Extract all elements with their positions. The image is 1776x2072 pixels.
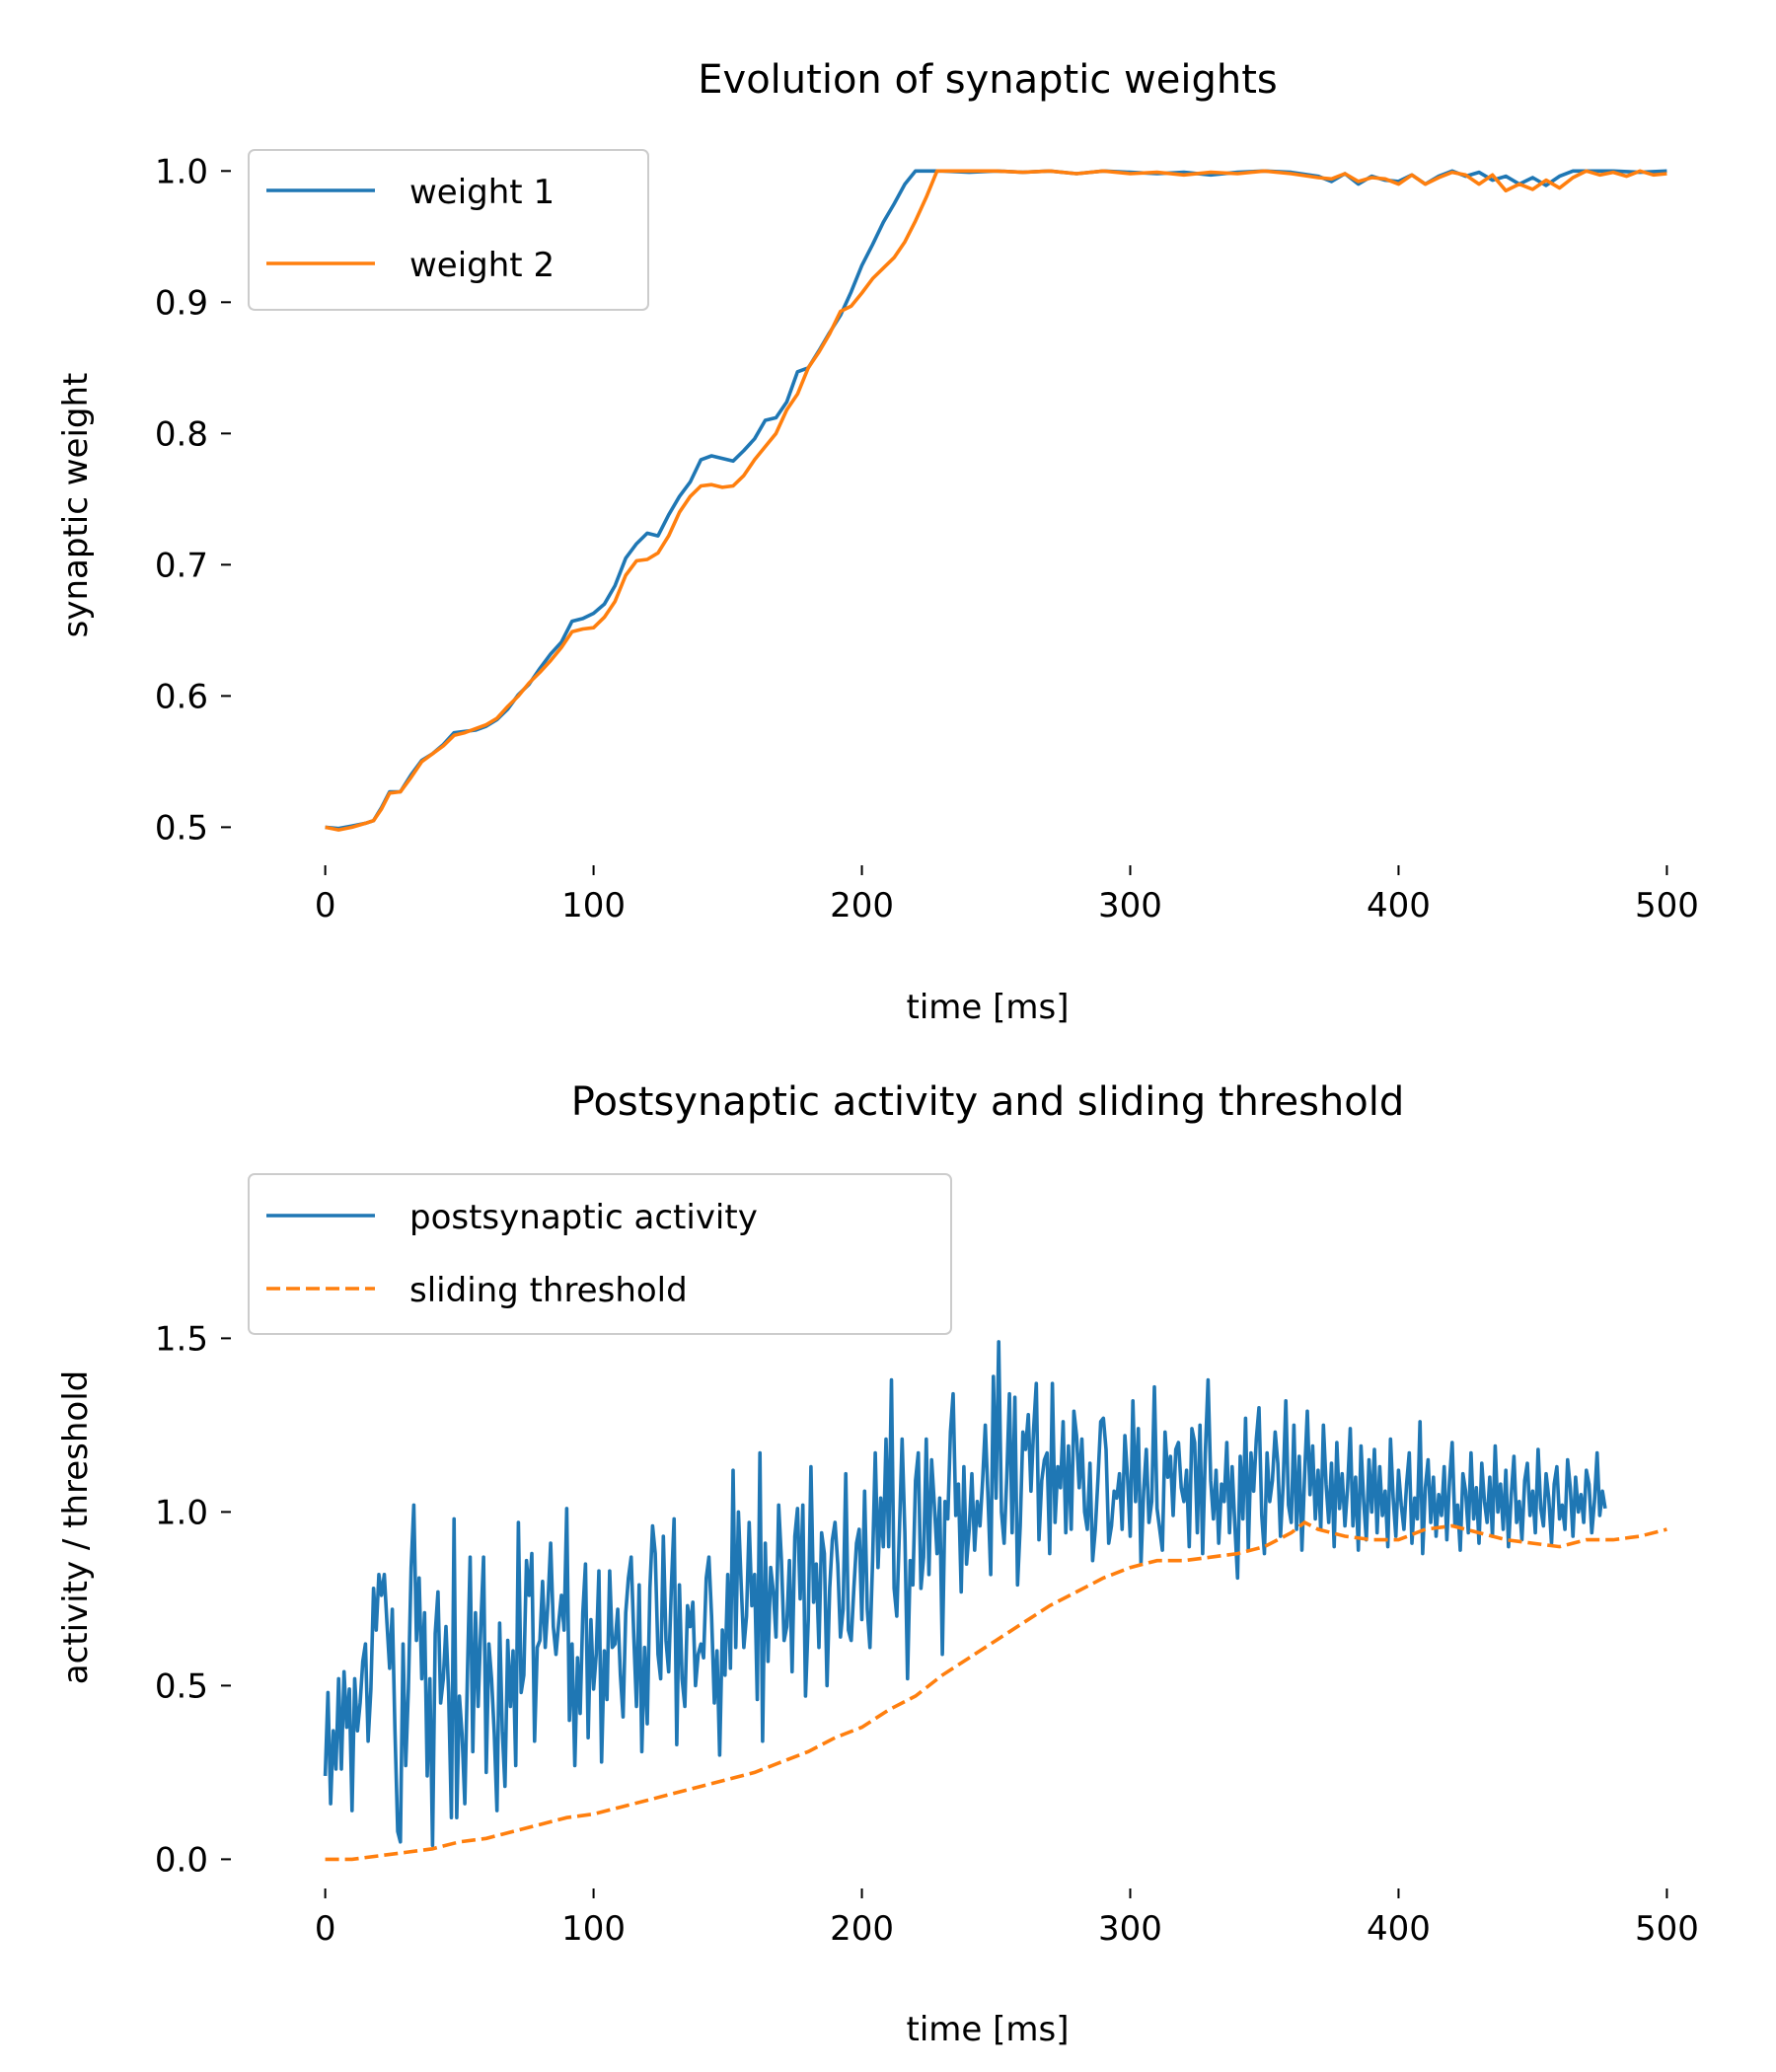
- y-tick-label: 0.6: [155, 677, 208, 716]
- y-axis-label: synaptic weight: [56, 373, 96, 638]
- plot-area: [325, 169, 1667, 832]
- chart-postsynaptic-activity: Postsynaptic activity and sliding thresh…: [56, 1079, 1699, 2049]
- x-axis-label: time [ms]: [907, 988, 1070, 1027]
- x-tick-label: 200: [830, 1909, 894, 1949]
- x-axis-label: time [ms]: [907, 2010, 1070, 2049]
- legend-label-weight-2: weight 2: [409, 246, 555, 285]
- y-axis: 0.5 0.6 0.7 0.8 0.9 1.0: [155, 152, 231, 848]
- y-tick-label: 0.7: [155, 546, 208, 585]
- chart-synaptic-weights: Evolution of synaptic weights 0 100 200 300…: [56, 57, 1699, 1027]
- legend-label-weight-1: weight 1: [409, 173, 555, 212]
- x-tick-label: 300: [1098, 886, 1162, 925]
- legend-label-postsynaptic-activity: postsynaptic activity: [409, 1198, 758, 1237]
- y-tick-label: 1.5: [155, 1319, 208, 1359]
- x-tick-label: 500: [1635, 886, 1699, 925]
- y-tick-label: 1.0: [155, 1493, 208, 1532]
- x-tick-label: 100: [561, 886, 626, 925]
- x-tick-label: 300: [1098, 1909, 1162, 1949]
- y-tick-label: 0.5: [155, 1666, 208, 1706]
- x-tick-label: 100: [561, 1909, 626, 1949]
- legend-box: [248, 1173, 952, 1335]
- y-axis: 0.0 0.5 1.0 1.5: [155, 1319, 231, 1880]
- x-tick-label: 200: [830, 886, 894, 925]
- y-axis-label: activity / threshold: [56, 1370, 96, 1685]
- series-postsynaptic-activity-line: [323, 1340, 1607, 1848]
- legend: weight 1 weight 2: [248, 149, 649, 311]
- chart-title: Evolution of synaptic weights: [698, 57, 1277, 103]
- legend: postsynaptic activity sliding threshold: [248, 1173, 952, 1335]
- y-tick-label: 0.8: [155, 414, 208, 454]
- x-axis: 0 100 200 300 400 500: [315, 1888, 1699, 1949]
- x-tick-label: 400: [1367, 1909, 1431, 1949]
- y-tick-label: 0.0: [155, 1840, 208, 1880]
- series-weight-2-line: [325, 169, 1667, 832]
- y-tick-label: 0.9: [155, 283, 208, 323]
- x-tick-label: 400: [1367, 886, 1431, 925]
- plot-area: [323, 1340, 1667, 1862]
- x-tick-label: 0: [315, 1909, 336, 1949]
- x-axis: 0 100 200 300 400 500: [315, 865, 1699, 925]
- x-tick-label: 0: [315, 886, 336, 925]
- y-tick-label: 1.0: [155, 152, 208, 191]
- series-sliding-threshold-line: [325, 1519, 1667, 1862]
- y-tick-label: 0.5: [155, 808, 208, 848]
- chart-title: Postsynaptic activity and sliding thresh…: [571, 1079, 1405, 1125]
- x-tick-label: 500: [1635, 1909, 1699, 1949]
- legend-label-sliding-threshold: sliding threshold: [409, 1271, 688, 1310]
